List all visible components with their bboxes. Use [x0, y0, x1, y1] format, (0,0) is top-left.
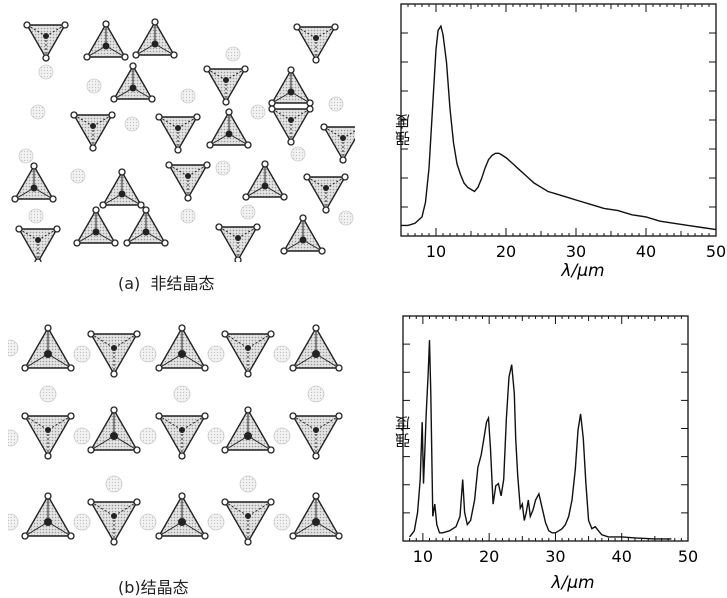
x-tick-label: 30 [566, 242, 586, 261]
chart-a-xtick-labels: 10 20 30 40 50 [426, 242, 726, 261]
amorphous-structure-diagram [11, 18, 355, 262]
x-tick-label: 10 [413, 547, 433, 566]
chart-a-series-line [401, 24, 717, 231]
x-tick-label: 50 [678, 547, 698, 566]
chart-a-ticks [400, 4, 717, 236]
x-tick-label: 20 [496, 242, 516, 261]
crystal-tetrahedra-row-3 [21, 492, 343, 546]
chart-b-frame [402, 315, 689, 542]
glass-tetrahedra [11, 18, 355, 262]
chart-b-ticks [402, 316, 689, 541]
caption-b-prefix: (b) [118, 578, 141, 597]
chart-a-amorphous-spectrum: 10 20 30 40 50 λ/μm [400, 3, 726, 281]
crystal-tetrahedra-row-1 [21, 324, 343, 378]
chart-a-frame [400, 3, 717, 237]
chart-b-crystalline-spectrum: 10 20 30 40 50 λ/μm [402, 315, 698, 593]
x-tick-label: 10 [426, 242, 446, 261]
caption-b: (b)结晶态 [118, 574, 189, 598]
caption-b-text: 结晶态 [140, 578, 189, 597]
x-tick-label: 40 [612, 547, 632, 566]
crystalline-structure-diagram [8, 324, 343, 546]
x-tick-label: 40 [636, 242, 656, 261]
caption-a-text: 非结晶态 [150, 274, 215, 293]
chart-b-xlabel: λ/μm [550, 573, 594, 593]
chart-a-xlabel: λ/μm [560, 261, 604, 281]
chart-b-xtick-labels: 10 20 30 40 50 [413, 547, 698, 566]
crystal-tetrahedra-row-2 [21, 406, 343, 460]
caption-a: (a) 非结晶态 [118, 270, 214, 294]
x-tick-label: 50 [706, 242, 726, 261]
x-tick-label: 20 [479, 547, 499, 566]
chart-b-series-line [409, 340, 672, 540]
caption-a-prefix: (a) [118, 274, 141, 293]
x-tick-label: 30 [545, 547, 565, 566]
